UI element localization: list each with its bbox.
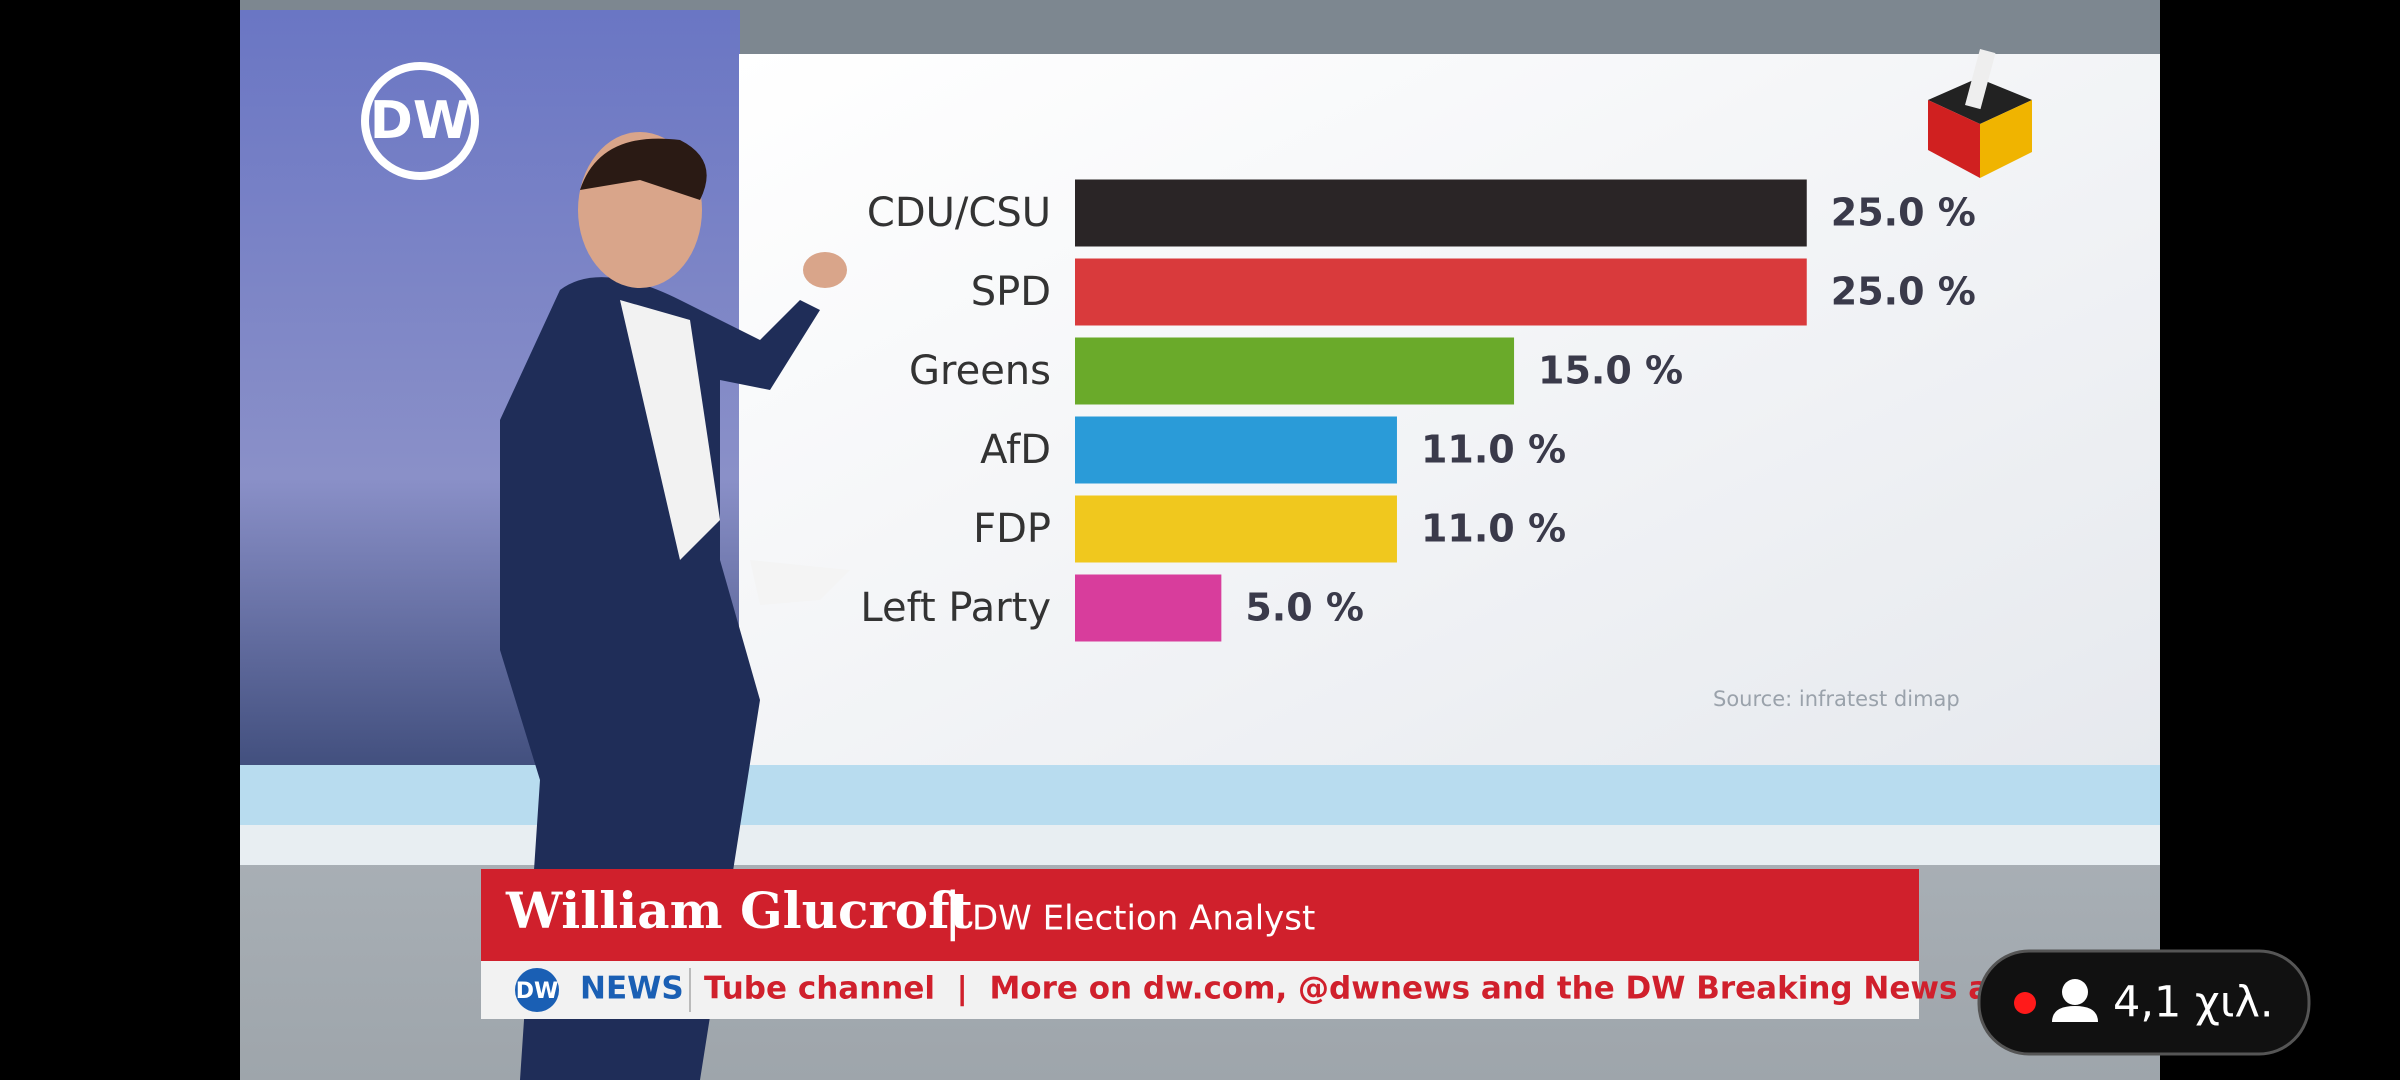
ticker-brand: NEWS — [580, 971, 684, 1007]
category-label: AfD — [980, 427, 1051, 473]
bar — [1075, 574, 1222, 642]
viewer-pill[interactable] — [1977, 949, 2311, 1056]
bar — [1075, 258, 1807, 326]
chart: CDU/CSU 25.0 % SPD 25.0 % Greens 15.0 % AfD 11.… — [860, 179, 1976, 642]
value-label: 11.0 % — [1421, 507, 1566, 551]
bar — [1075, 495, 1397, 563]
value-label: 15.0 % — [1538, 349, 1683, 393]
chart-source: Source: infratest dimap — [1713, 687, 1960, 711]
value-label: 11.0 % — [1421, 428, 1566, 472]
chart-panel — [739, 54, 2160, 765]
ticker-bar — [481, 961, 1919, 1019]
ballot-icon — [1928, 48, 2032, 178]
value-label: 25.0 % — [1831, 191, 1976, 235]
ticker-logo: DW — [516, 979, 559, 1004]
logo: DW — [370, 91, 471, 151]
category-label: CDU/CSU — [867, 190, 1051, 236]
viewer-count: 4,1 χιλ. — [2113, 978, 2274, 1028]
value-label: 25.0 % — [1831, 270, 1976, 314]
bar — [1075, 337, 1515, 405]
value-label: 5.0 % — [1245, 586, 1364, 630]
ticker-logo-ring — [515, 968, 559, 1012]
presenter-name: William Glucroft — [505, 881, 973, 940]
separator: | — [944, 882, 962, 942]
floor-strip — [240, 825, 2160, 865]
category-label: Greens — [909, 348, 1051, 394]
presenter-role: DW Election Analyst — [972, 899, 1315, 939]
category-label: Left Party — [860, 585, 1051, 631]
bar — [1075, 179, 1807, 247]
bar — [1075, 416, 1397, 484]
category-label: SPD — [971, 269, 1051, 315]
person-icon — [2052, 979, 2098, 1022]
live-dot — [2014, 992, 2036, 1014]
name-bar — [481, 869, 1919, 961]
light-strip — [240, 765, 2160, 825]
logo-ring — [361, 62, 479, 180]
category-label: FDP — [973, 506, 1051, 552]
ticker-text: Tube channel | More on dw.com, @dwnews a… — [704, 971, 2034, 1007]
